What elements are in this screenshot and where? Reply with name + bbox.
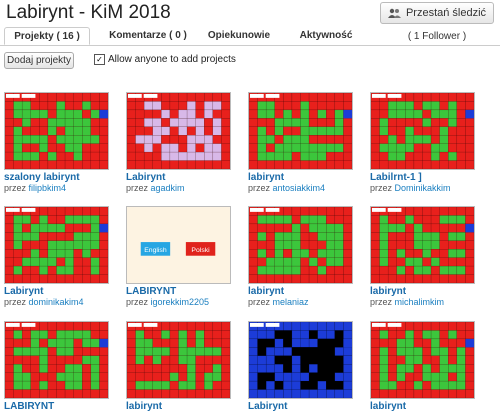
project-author: przez melaniaz <box>248 297 309 307</box>
project-thumbnail[interactable] <box>4 321 109 399</box>
project-thumbnail[interactable]: English Polski <box>126 206 231 284</box>
project-author: przez Dominikakkim <box>370 183 451 193</box>
add-projects-button[interactable]: Dodaj projekty <box>4 52 74 69</box>
project-thumbnail[interactable] <box>4 206 109 284</box>
allow-anyone-label: Allow anyone to add projects <box>108 54 236 65</box>
project-card[interactable]: labirynt przez michalimkim <box>370 206 475 307</box>
project-card[interactable]: Labirynt przez dominikakim4 <box>4 206 109 307</box>
project-author: przez michalimkim <box>370 297 445 307</box>
project-title[interactable]: Labirynt <box>248 401 288 412</box>
project-card[interactable]: Labirynt przez agadkim <box>126 92 231 193</box>
author-link[interactable]: michalimkim <box>394 297 445 307</box>
author-link[interactable]: antosiakkim4 <box>272 183 326 193</box>
project-author: przez agadkim <box>126 183 185 193</box>
author-link[interactable]: filipbkim4 <box>28 183 67 193</box>
unfollow-label: Przestań śledzić <box>405 7 487 19</box>
english-button-label: English <box>144 247 167 254</box>
project-title[interactable]: szalony labirynt <box>4 172 80 183</box>
tab-curators[interactable]: Opiekunowie <box>207 30 271 41</box>
users-icon <box>387 8 401 18</box>
project-thumbnail[interactable] <box>126 321 231 399</box>
project-title[interactable]: labirynt <box>370 401 407 412</box>
project-card[interactable]: labirynt <box>370 321 475 412</box>
project-title[interactable]: labirynt <box>126 401 163 412</box>
author-link[interactable]: Dominikakkim <box>394 183 451 193</box>
project-title[interactable]: labirynt <box>370 286 407 297</box>
project-thumbnail[interactable] <box>370 206 475 284</box>
tab-activity[interactable]: Aktywność <box>299 30 353 41</box>
project-card[interactable]: Labirynt <box>248 321 353 412</box>
gallery-title: Labirynt - KiM 2018 <box>6 2 171 23</box>
project-author: przez antosiakkim4 <box>248 183 326 193</box>
author-link[interactable]: igorekkim2205 <box>150 297 210 307</box>
followers-count[interactable]: ( 1 Follower ) <box>407 31 467 42</box>
author-link[interactable]: melaniaz <box>272 297 309 307</box>
project-thumbnail[interactable] <box>4 92 109 170</box>
author-link[interactable]: agadkim <box>150 183 185 193</box>
project-card[interactable]: English Polski LABIRYNT przez igorekkim22… <box>126 206 231 307</box>
project-title[interactable]: Labilrnt-1 ] <box>370 172 422 183</box>
project-thumbnail[interactable] <box>370 92 475 170</box>
allow-anyone-checkbox[interactable]: ✓ <box>94 54 105 65</box>
project-thumbnail[interactable] <box>126 92 231 170</box>
unfollow-button[interactable]: Przestań śledzić <box>380 2 494 24</box>
project-card[interactable]: Labilrnt-1 ] przez Dominikakkim <box>370 92 475 193</box>
tab-comments[interactable]: Komentarze ( 0 ) <box>109 30 187 41</box>
project-title[interactable]: Labirynt <box>4 286 44 297</box>
project-title[interactable]: LABIRYNT <box>126 286 177 297</box>
project-title[interactable]: LABIRYNT <box>4 401 55 412</box>
tab-projects[interactable]: Projekty ( 16 ) <box>4 27 90 45</box>
project-title[interactable]: labirynt <box>248 172 285 183</box>
project-card[interactable]: labirynt przez melaniaz <box>248 206 353 307</box>
project-title[interactable]: Labirynt <box>126 172 166 183</box>
project-author: przez dominikakim4 <box>4 297 84 307</box>
project-card[interactable]: LABIRYNT <box>4 321 109 412</box>
project-thumbnail[interactable] <box>248 206 353 284</box>
project-card[interactable]: szalony labirynt przez filipbkim4 <box>4 92 109 193</box>
allow-anyone-option[interactable]: ✓ Allow anyone to add projects <box>94 54 236 65</box>
author-link[interactable]: dominikakim4 <box>28 297 84 307</box>
project-thumbnail[interactable] <box>248 92 353 170</box>
project-author: przez filipbkim4 <box>4 183 67 193</box>
project-thumbnail[interactable] <box>248 321 353 399</box>
project-author: przez igorekkim2205 <box>126 297 210 307</box>
polski-button-label: Polski <box>191 247 210 254</box>
project-card[interactable]: labirynt <box>126 321 231 412</box>
project-title[interactable]: labirynt <box>248 286 285 297</box>
project-card[interactable]: labirynt przez antosiakkim4 <box>248 92 353 193</box>
project-thumbnail[interactable] <box>370 321 475 399</box>
tab-bar: Projekty ( 16 ) Komentarze ( 0 ) Opiekun… <box>0 27 500 46</box>
